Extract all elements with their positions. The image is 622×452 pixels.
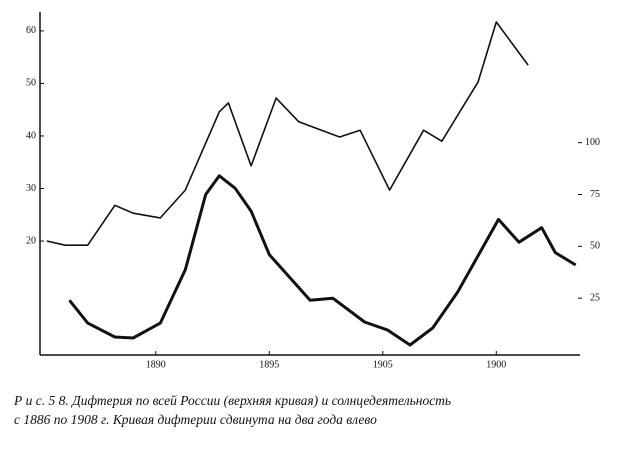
y2-tick-label: 100 <box>585 137 600 148</box>
caption: Р и с. 5 8. Дифтерия по всей России (вер… <box>13 393 451 408</box>
x-tick-label: 1890 <box>146 359 166 370</box>
x-tick-label: 1895 <box>259 359 279 370</box>
series-line <box>68 174 577 347</box>
y-tick-label: 60 <box>26 25 36 36</box>
y-tick-label: 40 <box>26 130 36 141</box>
y2-tick-label: 25 <box>590 292 600 303</box>
y2-tick-label: 50 <box>590 241 600 252</box>
y-tick-label: 20 <box>26 235 36 246</box>
x-tick-label: 1905 <box>373 359 393 370</box>
y-tick-label: 30 <box>26 183 36 194</box>
caption: с 1886 по 1908 г. Кривая дифтерии сдвину… <box>14 412 377 427</box>
y2-tick-label: 75 <box>590 189 600 200</box>
series-line <box>46 21 529 246</box>
y-tick-label: 50 <box>26 78 36 89</box>
x-tick-label: 1900 <box>486 359 506 370</box>
